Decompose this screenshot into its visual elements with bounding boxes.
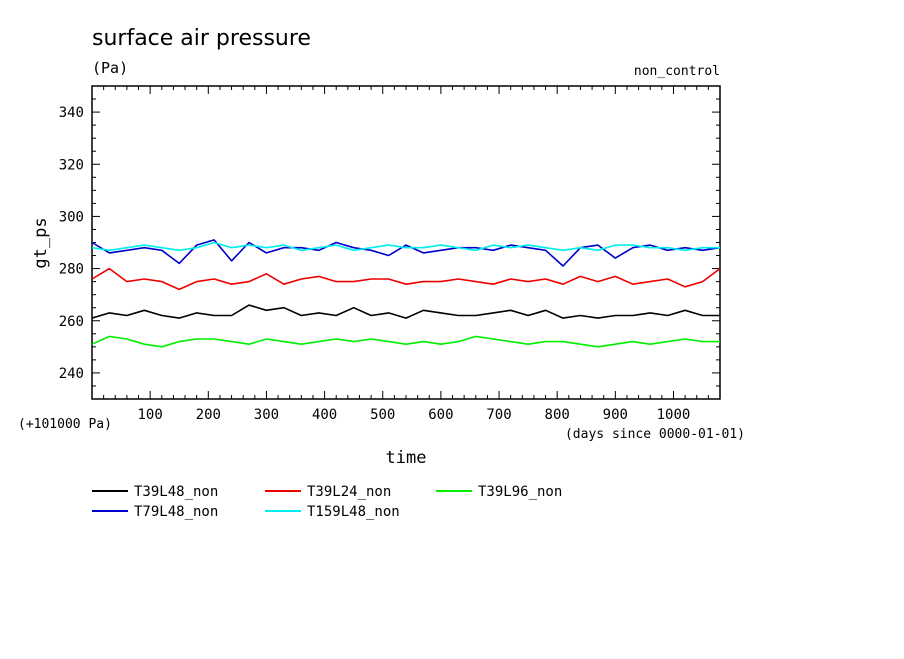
x-tick-label: 800 [545,407,570,423]
series-line-T39L96_non [92,335,720,348]
legend-label: T39L96_non [478,484,562,500]
y-tick-label: 280 [59,262,84,278]
x-tick-label: 100 [137,407,162,423]
x-tick-label: 900 [603,407,628,423]
series-line-T39L48_non [92,304,720,319]
legend-item: T39L48_non [92,484,218,500]
legend-item: T39L96_non [436,484,562,500]
y-tick-label: 340 [59,105,84,121]
series-line-T79L48_non [92,239,720,267]
legend-item: T159L48_non [265,504,400,520]
plot-area: 240 260 280 300 320 340 100 200 300 400 500 600 700… [59,85,721,423]
y-tick-label: 240 [59,366,84,382]
legend: T39L48_non T39L24_non T39L96_non T79L48_non… [92,484,562,520]
legend-label: T79L48_non [134,504,218,520]
y-tick-label: 260 [59,314,84,330]
run-label: non_control [634,64,720,79]
series-line-T39L24_non [92,267,720,291]
y-axis-label: gt_ps [31,217,51,268]
legend-label: T39L48_non [134,484,218,500]
legend-label: T39L24_non [307,484,391,500]
x-tick-label: 300 [254,407,279,423]
y-offset-note: (+101000 Pa) [18,417,112,432]
x-tick-label: 600 [428,407,453,423]
series-line-T159L48_non [92,241,720,252]
chart-title: surface air pressure [92,26,311,51]
x-axis-label: time [386,448,427,468]
y-tick-label: 320 [59,157,84,173]
x-tick-label: 500 [370,407,395,423]
legend-item: T79L48_non [92,504,218,520]
plot-frame [91,85,721,400]
x-tick-label: 200 [196,407,221,423]
unit-label: (Pa) [92,59,128,77]
legend-label: T159L48_non [307,504,400,520]
legend-item: T39L24_non [265,484,391,500]
x-tick-label: 700 [486,407,511,423]
x-tick-label: 400 [312,407,337,423]
x-unit-note: (days since 0000-01-01) [565,427,745,442]
x-tick-label: 1000 [657,407,691,423]
y-tick-label: 300 [59,209,84,225]
